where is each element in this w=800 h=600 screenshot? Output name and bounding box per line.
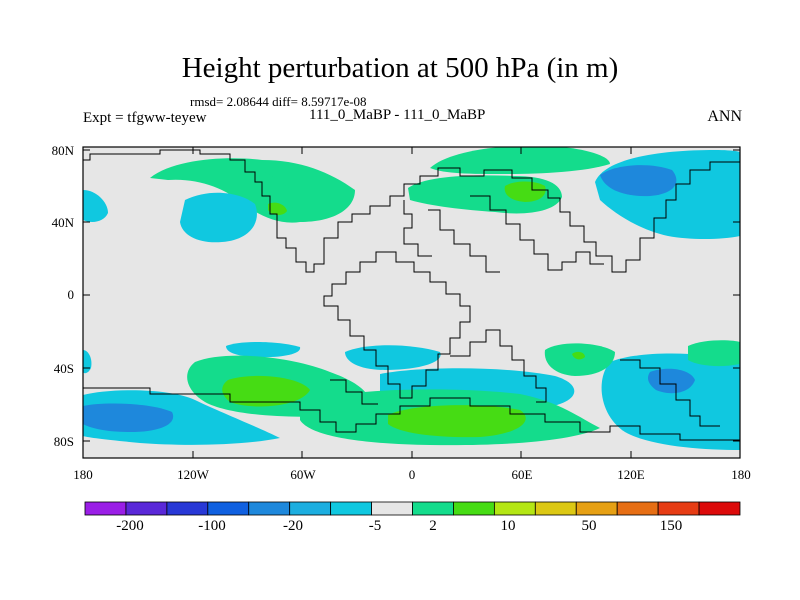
colorbar-swatch [575,501,618,516]
lat-label-80s: 80S [53,434,74,449]
outline-antarctica [83,387,740,441]
lon-label-60w: 60W [290,467,316,482]
stats-label: rmsd= 2.08644 diff= 8.59717e-08 [190,94,367,109]
experiment-label: Expt = tfgww-teyew [83,110,207,126]
colorbar-swatch [453,501,495,516]
contour-blue-sh-pacific-west [83,403,174,432]
colorbar-swatch [125,501,168,516]
contour-fields [83,147,740,450]
contour-cyan-nh-westedge [83,190,108,222]
colorbar-swatch [534,501,577,516]
lon-label-120e: 120E [617,467,645,482]
outline-sh-coast [330,379,378,405]
colorbar-swatch [616,501,659,516]
contour-green-sh-indian [544,343,615,376]
lat-label-80n: 80N [51,143,74,158]
colorbar [84,501,741,516]
colorbar-label-minus20: -20 [283,518,303,534]
lon-label-0: 0 [408,467,416,482]
lon-label-120w: 120W [177,467,209,482]
contour-blue-nh-pacific-east [600,165,677,197]
contour-cyan-sh-west [83,350,92,374]
lat-label-40s: 40S [53,361,74,376]
case-label: 111_0_MaBP - 111_0_MaBP [309,107,486,123]
lon-label-180e: 180 [731,467,751,482]
colorbar-label-10: 10 [500,518,516,534]
outline-australia [620,359,720,427]
outline-inner-asia-b [428,209,500,273]
colorbar-swatch [493,501,536,516]
colorbar-label-minus100: -100 [198,518,226,534]
continent-outlines [83,149,740,441]
contour-cyan-sh-atlantic [345,345,441,370]
lat-label-40n: 40N [51,215,74,230]
contour-green-sh-east [688,340,740,367]
lat-label-0: 0 [67,287,75,302]
contour-bright-green-sh-indian [572,351,585,360]
colorbar-swatch [248,501,291,516]
colorbar-label-150: 150 [659,518,683,534]
colorbar-swatch [84,501,127,516]
colorbar-swatch [371,501,413,516]
colorbar-swatch [698,501,741,516]
lon-label-60e: 60E [511,467,533,482]
contour-bright-green-nh-asia [504,181,546,202]
colorbar-label-minus200: -200 [116,518,144,534]
outline-south-america [450,329,547,403]
contour-bright-green-nh-na [268,202,287,216]
colorbar-swatch [330,501,372,516]
colorbar-swatch [412,501,454,516]
colorbar-swatch [166,501,209,516]
colorbar-label-minus5: -5 [368,518,382,534]
outline-northern-continent [83,149,740,273]
outline-africa [323,251,471,399]
colorbar-label-2: 2 [429,518,437,534]
colorbar-swatch [207,501,250,516]
colorbar-label-50: 50 [581,518,597,534]
contour-green-nh-arctic [430,147,610,174]
season-label: ANN [707,108,742,125]
contour-cyan-nh-pacific [180,192,257,243]
outline-inner-europe [403,200,432,257]
contour-bright-green-sh-pacific [222,375,310,407]
contour-cyan-sh-subtropics [226,341,301,358]
outline-inner-asia-a [470,195,604,271]
lon-label-180w: 180 [73,467,93,482]
plot-title: Height perturbation at 500 hPa (in m) [181,52,619,84]
colorbar-swatch [289,501,332,516]
colorbar-swatch [657,501,700,516]
axis-ticks [82,147,741,458]
contour-bright-green-sh-belt [388,405,526,438]
